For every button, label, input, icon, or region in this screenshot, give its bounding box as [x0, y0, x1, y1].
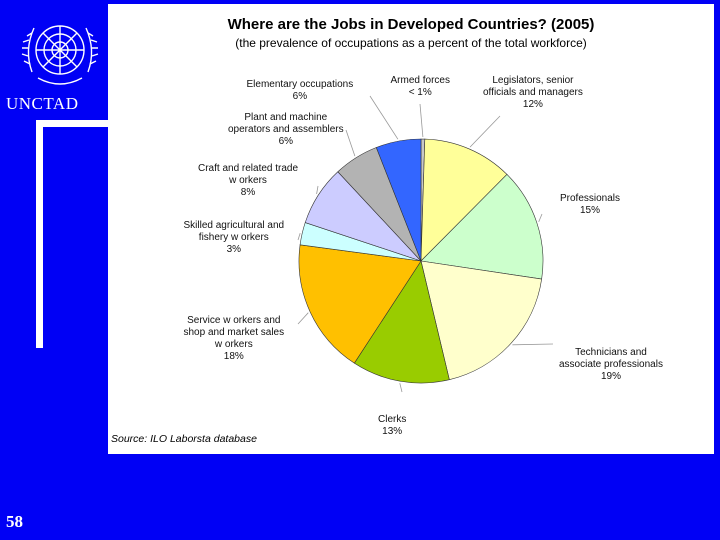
- slice-label-4: Clerks 13%: [378, 414, 406, 438]
- pie-slice-5: [298, 244, 422, 364]
- slice-value-label: 13%: [382, 426, 403, 437]
- slice-value-label: 19%: [600, 371, 621, 382]
- slice-label-line: fishery w orkers: [198, 232, 269, 243]
- leader-line-9: [369, 95, 399, 140]
- decorative-frame-top: [36, 120, 110, 127]
- slice-value-label: 6%: [292, 91, 308, 102]
- slice-label-line: Service w orkers and: [187, 315, 281, 326]
- slice-label-line: Professionals: [560, 193, 621, 204]
- leader-line-8: [345, 129, 356, 157]
- slice-label-7: Craft and related trade w orkers 8%: [198, 163, 298, 199]
- page-number: 58: [6, 512, 23, 531]
- slice-label-2: Professionals 15%: [560, 193, 620, 217]
- leader-line-5: [297, 312, 309, 325]
- slice-label-line: Skilled agricultural and: [183, 220, 285, 231]
- leader-line-4: [399, 383, 403, 393]
- slice-value-label: 15%: [580, 205, 601, 216]
- slice-value-label: 3%: [226, 244, 242, 255]
- pie-slice-4: [353, 260, 450, 384]
- chart-subtitle: (the prevalence of occupations as a perc…: [235, 36, 587, 50]
- leader-line-1: [469, 115, 501, 148]
- pie-slice-3: [420, 260, 543, 381]
- leader-line-7: [316, 185, 319, 195]
- slice-label-8: Plant and machine operators and assembler…: [228, 112, 344, 148]
- leader-line-0: [419, 103, 424, 138]
- slice-label-line: associate professionals: [559, 359, 663, 370]
- slice-label-line: w orkers: [229, 175, 267, 186]
- slice-label-line: Clerks: [378, 414, 407, 425]
- pie-chart: [297, 95, 554, 393]
- pie-slice-2: [420, 173, 544, 280]
- decorative-frame-left: [36, 120, 43, 348]
- leader-line-6: [297, 232, 301, 241]
- leader-line-2: [538, 213, 543, 223]
- slice-value-label: 6%: [278, 136, 294, 147]
- slice-value-label: 12%: [522, 99, 543, 110]
- slice-label-6: Skilled agricultural and fishery w orkers…: [184, 220, 285, 256]
- slice-label-line: Armed forces: [390, 75, 450, 86]
- slice-label-0: Armed forces < 1%: [391, 75, 450, 99]
- slice-label-line: w orkers: [214, 339, 253, 350]
- chart-source: Source: ILO Laborsta database: [111, 433, 257, 445]
- org-name: UNCTAD: [6, 94, 79, 113]
- slice-label-3: Technicians and associate professionals 19…: [559, 347, 663, 383]
- slice-label-line: operators and assemblers: [228, 124, 344, 135]
- slice-label-5: Service w orkers and shop and market sale…: [184, 315, 285, 363]
- slice-value-label: 8%: [240, 187, 256, 198]
- leader-line-3: [512, 343, 554, 346]
- pie-slice-1: [420, 138, 508, 262]
- chart-panel: Where are the Jobs in Developed Countrie…: [108, 4, 714, 454]
- slice-label-9: Elementary occupations 6%: [247, 79, 354, 103]
- slice-value-label: < 1%: [408, 87, 432, 98]
- slice-label-line: officials and managers: [483, 87, 583, 98]
- slice-label-line: Legislators, senior: [492, 75, 574, 86]
- slice-value-label: 18%: [223, 351, 244, 362]
- un-emblem-icon: [21, 25, 99, 85]
- slice-label-line: Plant and machine: [244, 112, 328, 123]
- slice-label-line: Craft and related trade: [198, 163, 299, 174]
- slice-label-line: Elementary occupations: [246, 79, 354, 90]
- slice-label-1: Legislators, senior officials and manager…: [483, 75, 583, 111]
- slice-label-line: shop and market sales: [183, 327, 285, 338]
- chart-title: Where are the Jobs in Developed Countrie…: [227, 16, 595, 33]
- slice-label-line: Technicians and: [575, 347, 647, 358]
- pie-slice-9: [375, 138, 422, 262]
